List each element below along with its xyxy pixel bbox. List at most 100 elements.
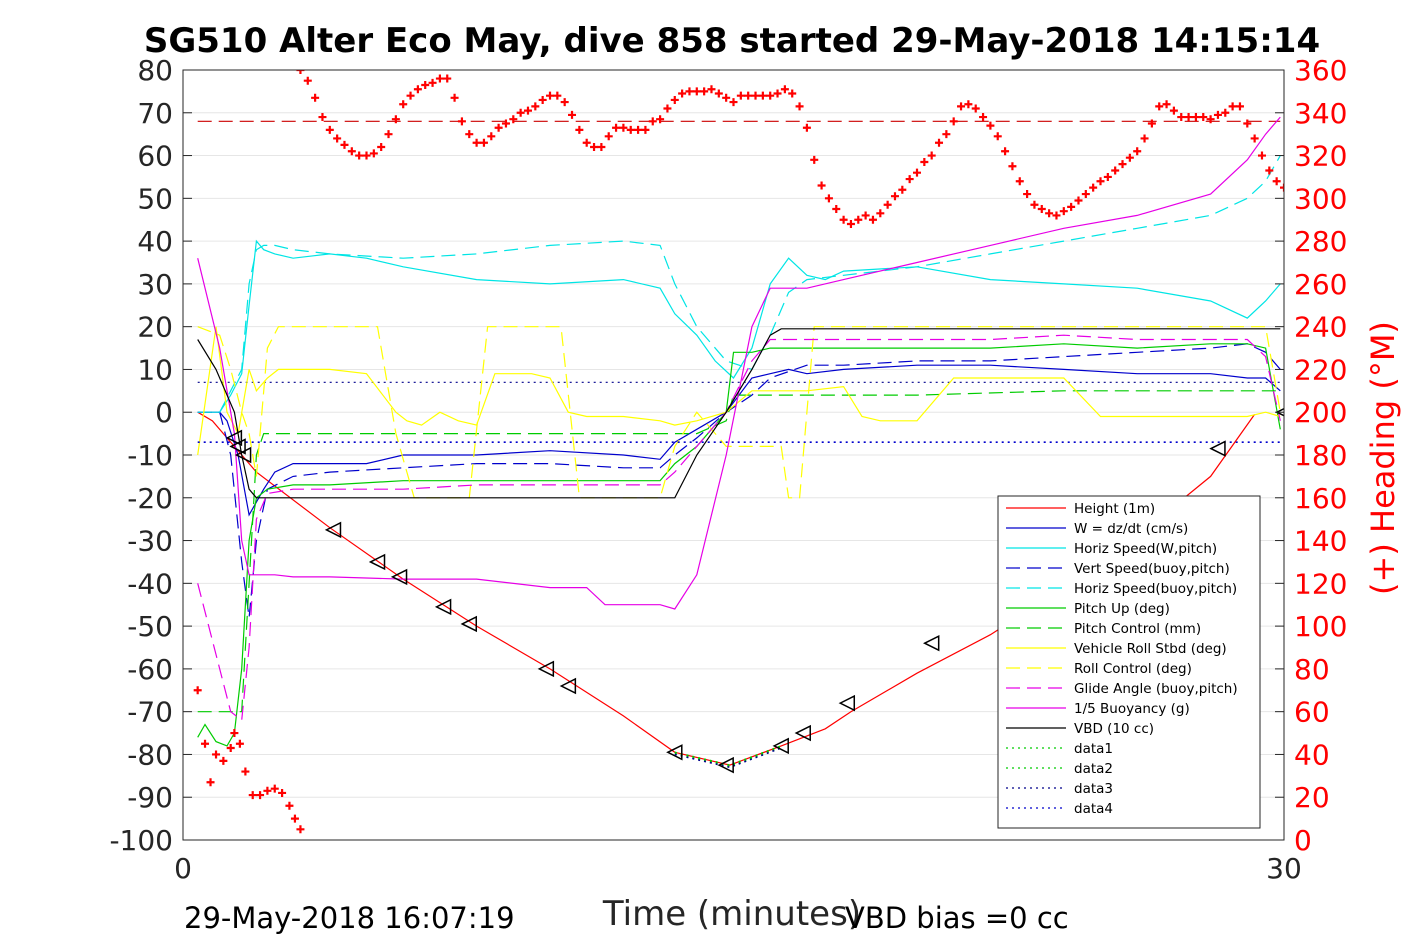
heading-point [494,123,503,132]
heading-point [854,215,863,224]
heading-point [1257,151,1266,160]
heading-point [1111,166,1120,175]
y-right-tick-label: 0 [1294,824,1312,857]
heading-point [1221,108,1230,117]
series-line-horiz-speed-w-pitch- [197,239,1281,413]
heading-point [1133,147,1142,156]
heading-point [435,74,444,83]
heading-point [846,220,855,228]
heading-point [523,106,532,115]
heading-point [1089,183,1098,192]
heading-point [369,149,378,158]
dive-marker [434,598,452,616]
heading-point [1169,106,1178,115]
y-right-tick-label: 340 [1294,97,1347,130]
heading-point [487,132,496,141]
heading-point [810,155,819,164]
y-tick-label: 20 [137,311,173,344]
heading-point [795,102,804,111]
heading-point [457,117,466,126]
heading-point [1235,102,1244,111]
heading-point [1125,153,1134,162]
y-tick-label: 0 [155,396,173,429]
heading-point [193,686,202,695]
heading-point [582,138,591,147]
heading-point [333,134,342,143]
dive-marker [559,677,577,695]
heading-point [1162,100,1171,109]
dive-marker [537,660,555,678]
y-right-tick-label: 200 [1294,396,1347,429]
heading-point [450,93,459,102]
heading-point [744,91,753,100]
heading-point [413,85,422,94]
series-line-vbd-10-cc- [197,328,1281,499]
legend-label: Pitch Control (mm) [1074,621,1201,637]
y-tick-label: 10 [137,353,173,386]
heading-point [839,215,848,224]
right-axis-label: (+) Heading (°M) [1364,321,1402,595]
heading-point [428,78,437,87]
heading-point [993,132,1002,141]
y-right-tick-label: 280 [1294,225,1347,258]
heading-point [1008,162,1017,171]
heading-point [226,744,235,753]
heading-point [1096,177,1105,186]
chart-title: SG510 Alter Eco May, dive 858 started 29… [144,21,1320,61]
heading-point [318,113,327,122]
y-tick-label: 30 [137,268,173,301]
dive-marker [460,615,478,633]
dive-marker [923,635,940,652]
heading-point [604,132,613,141]
heading-point [230,729,239,738]
legend-label: Horiz Speed(W,pitch) [1074,541,1217,557]
heading-point [692,87,701,96]
y-tick-label: -90 [127,781,173,814]
y-right-tick-label: 80 [1294,653,1330,686]
heading-point [971,104,980,113]
heading-point [612,123,621,132]
heading-point [817,181,826,190]
heading-point [509,115,518,124]
heading-point [619,123,628,132]
heading-point [898,185,907,194]
y-tick-label: -70 [127,696,173,729]
heading-point [1067,202,1076,211]
y-tick-label: -100 [109,824,173,857]
heading-point [1023,190,1032,199]
heading-point [377,143,386,151]
heading-point [780,85,789,94]
heading-point [626,125,635,134]
heading-point [890,192,899,201]
legend-label: Vert Speed(buoy,pitch) [1074,561,1230,577]
heading-point [296,825,305,834]
heading-point [406,91,415,100]
heading-point [270,784,279,793]
heading-point [391,115,400,124]
footer-timestamp: 29-May-2018 16:07:19 [184,901,515,935]
heading-point [311,93,320,102]
series-line-glide-angle-buoy-pitch- [197,334,1281,722]
heading-point [927,151,936,160]
heading-point [802,123,811,132]
y-right-tick-label: 140 [1294,525,1347,558]
heading-point [256,791,265,800]
legend-label: data2 [1074,761,1113,777]
heading-point [949,117,958,126]
heading-point [648,117,657,126]
x-axis-label: Time (minutes) [602,894,861,934]
heading-point [1147,119,1156,128]
heading-point [399,100,408,109]
heading-point [1184,113,1193,122]
x-tick-label: 30 [1266,852,1302,885]
dive-marker [229,438,246,455]
heading-point [1199,113,1208,122]
heading-point [656,115,665,124]
heading-point [986,121,995,130]
heading-point [479,138,488,147]
y-right-tick-label: 300 [1294,182,1347,215]
heading-point [935,138,944,147]
heading-point [979,113,988,122]
heading-point [347,147,356,156]
